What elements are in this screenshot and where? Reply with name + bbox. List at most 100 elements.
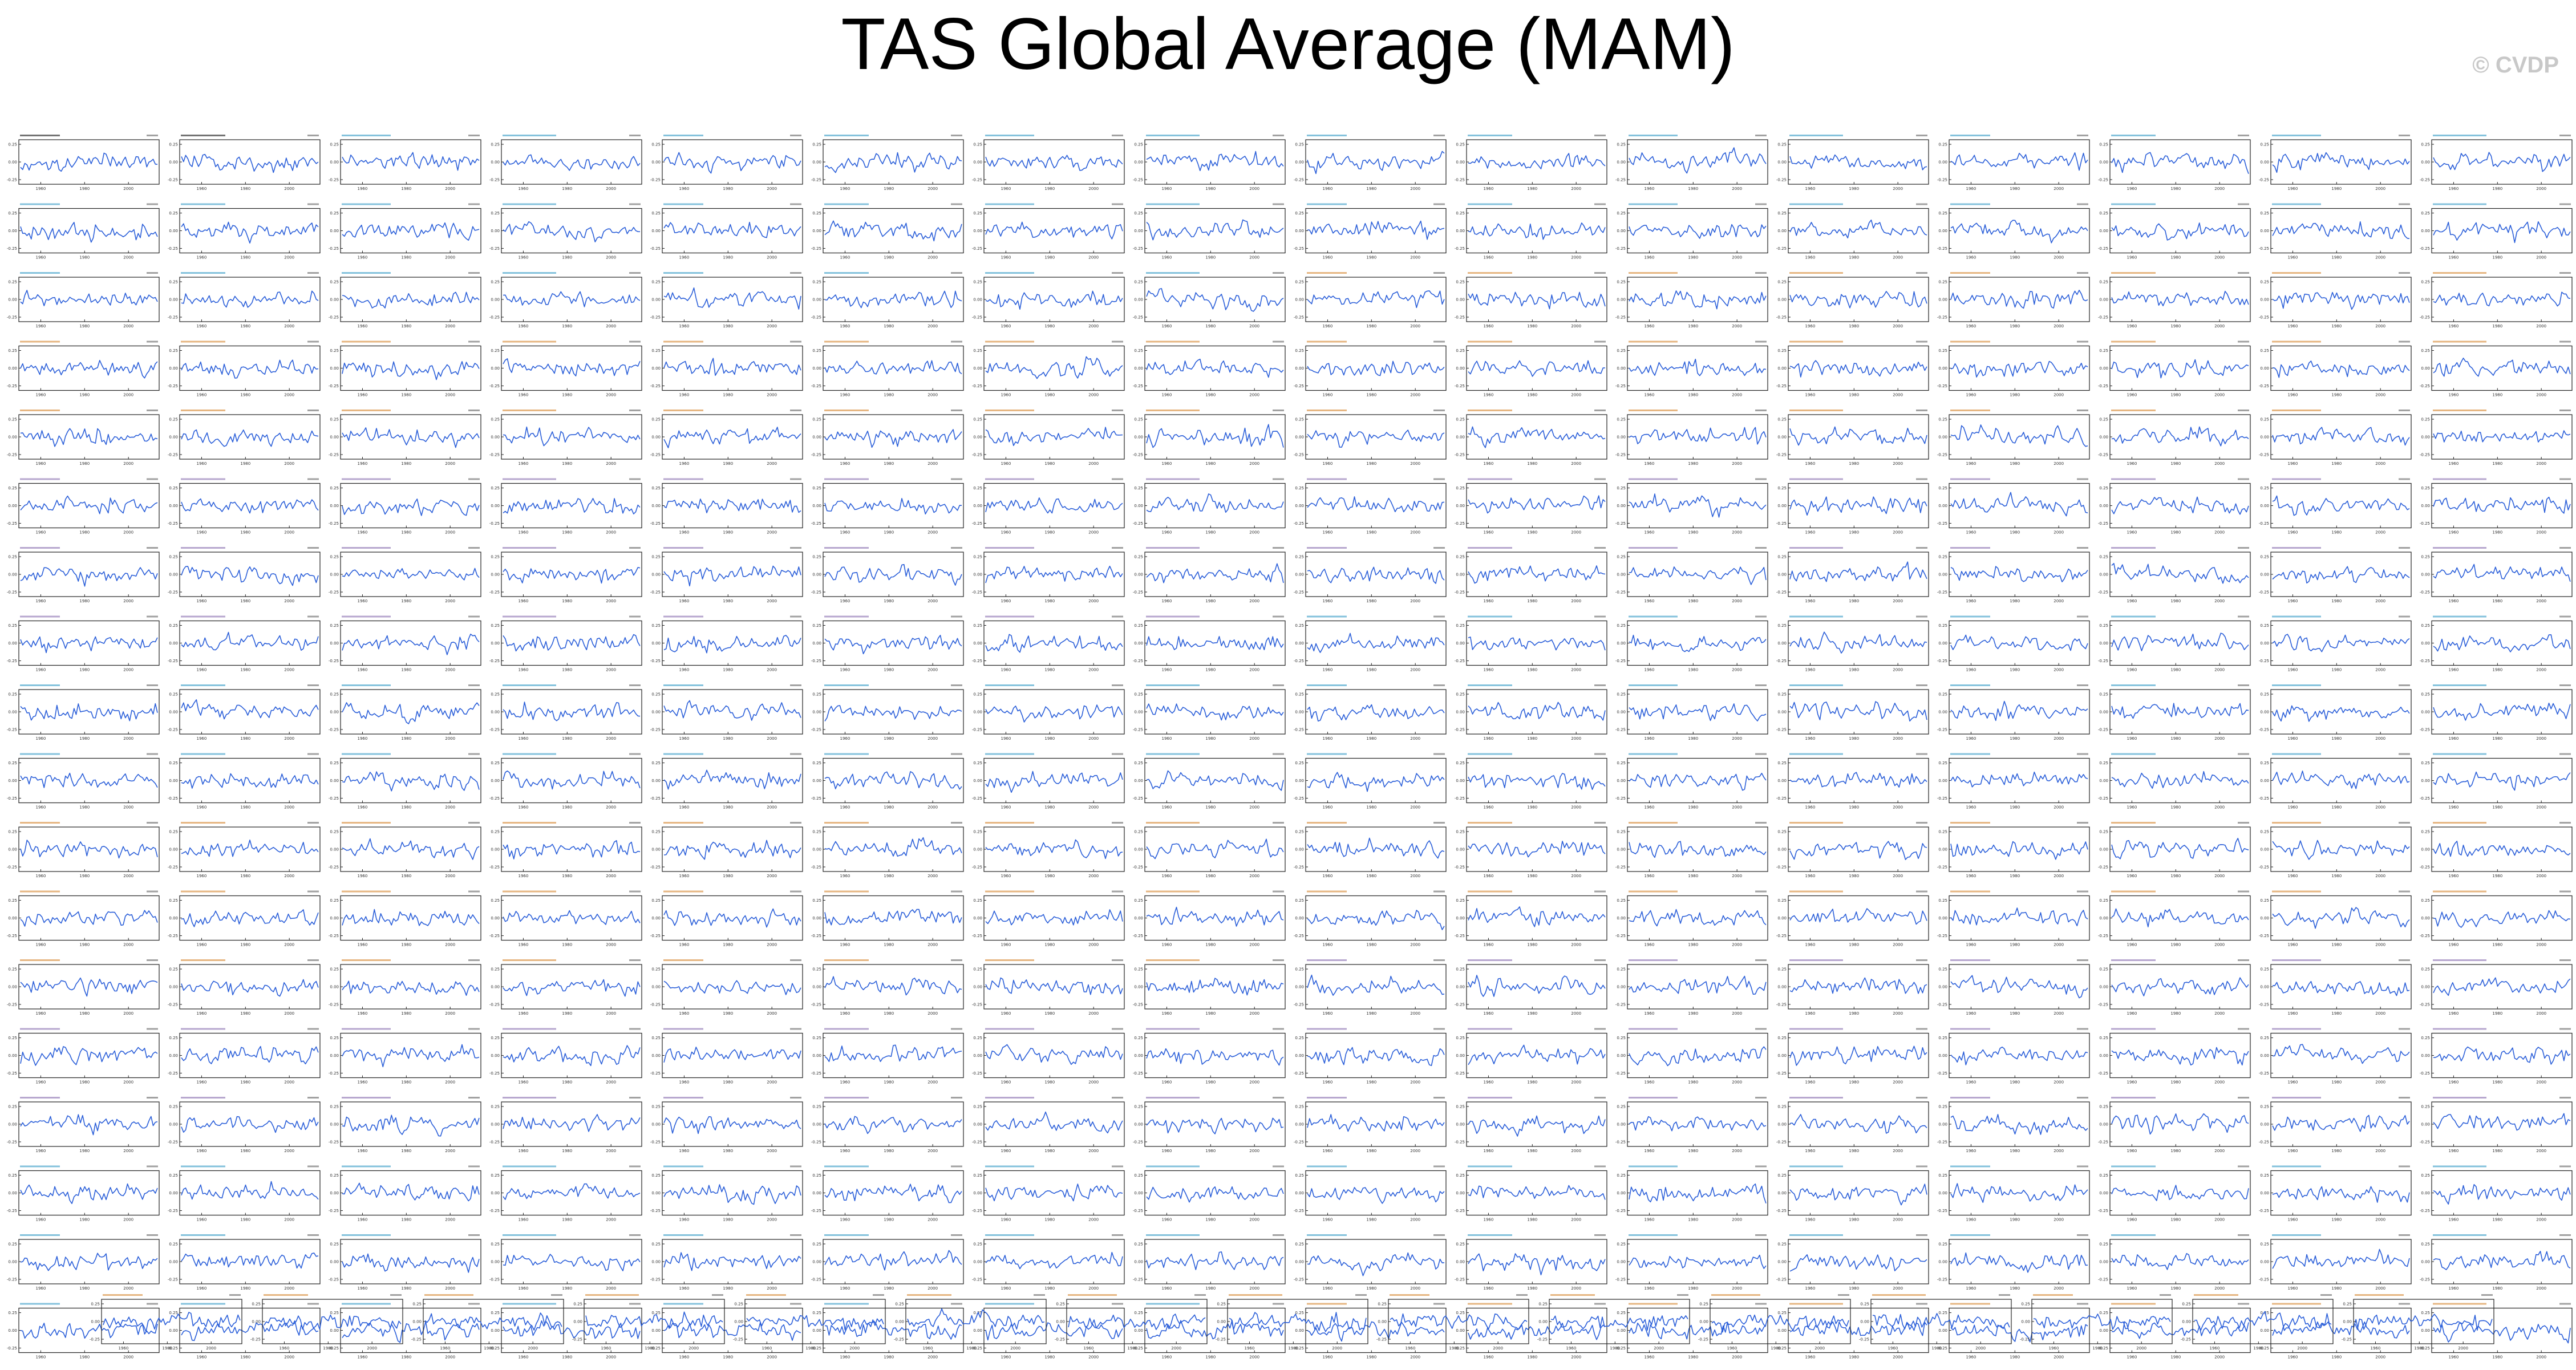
x-tick-label: 2000	[1088, 943, 1099, 947]
y-tick-label: 0.25	[1134, 1036, 1143, 1040]
x-tick-label: 1980	[79, 599, 90, 603]
x-tick-label: 2000	[767, 668, 777, 672]
x-tick-label: 2000	[123, 599, 133, 603]
y-tick-label: 0.25	[1777, 486, 1787, 491]
y-tick-label: 0.25	[1134, 1311, 1143, 1315]
y-tick-label: -0.25	[329, 728, 339, 732]
x-tick-label: 2000	[2375, 1218, 2385, 1222]
x-tick-label: 1960	[1484, 461, 1494, 466]
x-tick-label: 2000	[2536, 1218, 2546, 1222]
x-tick-label: 1980	[1044, 461, 1055, 466]
y-tick-label: -0.25	[1294, 1003, 1304, 1007]
x-tick-label: 1980	[1527, 736, 1537, 741]
y-tick-label: 0.00	[2421, 229, 2430, 233]
x-tick-label: 1960	[1645, 943, 1655, 947]
y-tick-label: -0.25	[2098, 453, 2108, 457]
panel-stat-mark	[1273, 135, 1284, 136]
series-line	[20, 567, 158, 587]
x-tick-label: 1980	[1205, 256, 1216, 260]
panel-frame	[1627, 1170, 1768, 1216]
y-tick-label: 0.25	[252, 1302, 261, 1307]
x-tick-label: 1980	[1688, 874, 1698, 878]
panel-stat-mark	[147, 1165, 158, 1168]
panel-title-mark	[503, 1165, 556, 1168]
series-line	[503, 1045, 641, 1067]
series-line	[2111, 1321, 2249, 1339]
y-tick-label: 0.25	[1295, 1036, 1304, 1040]
x-tick-label: 2000	[1410, 324, 1420, 329]
y-tick-label: 0.00	[1134, 229, 1143, 233]
y-tick-label: -0.25	[972, 1209, 982, 1213]
y-tick-label: -0.25	[972, 1140, 982, 1145]
panel-frame	[1466, 1170, 1607, 1216]
y-tick-label: 0.00	[252, 1320, 261, 1324]
panel-stat-mark	[1755, 1097, 1767, 1099]
x-tick-label: 2000	[1571, 805, 1581, 810]
panel-title-mark	[20, 959, 60, 961]
x-tick-label: 1960	[840, 1149, 850, 1153]
x-tick-label: 2000	[927, 668, 938, 672]
panel-frame	[1466, 139, 1607, 185]
y-tick-label: -0.25	[329, 453, 339, 457]
x-tick-label: 1980	[1688, 943, 1698, 947]
y-tick-label: 0.25	[169, 143, 178, 147]
panel-stat-mark	[1916, 135, 1927, 136]
panel-title-mark	[103, 1294, 143, 1296]
y-tick-label: 0.25	[491, 486, 500, 491]
panel-title-mark	[503, 410, 556, 411]
panel-title-mark	[1629, 959, 1678, 961]
x-tick-label: 1980	[1366, 530, 1376, 535]
panel-stat-mark	[1916, 1234, 1927, 1236]
x-tick-label: 1980	[1527, 805, 1537, 810]
panel-title-mark	[503, 135, 556, 136]
x-tick-label: 1960	[1805, 461, 1816, 466]
series-line	[1468, 426, 1606, 448]
y-tick-label: 0.00	[1777, 573, 1787, 577]
y-tick-label: 0.25	[1134, 486, 1143, 491]
panel-stat-mark	[1916, 959, 1927, 961]
y-tick-label: 0.00	[330, 573, 339, 577]
panel-title-mark	[20, 1165, 60, 1168]
y-tick-label: 0.25	[2421, 211, 2430, 216]
x-tick-label: 1980	[562, 324, 572, 329]
x-tick-label: 2000	[1571, 1149, 1581, 1153]
panel-stat-mark	[2559, 684, 2571, 686]
y-tick-label: 0.00	[8, 1191, 17, 1195]
x-tick-label: 1980	[562, 1149, 572, 1153]
series-line	[663, 908, 801, 928]
x-tick-label: 2000	[1088, 736, 1099, 741]
x-tick-label: 1960	[1966, 805, 1976, 810]
y-tick-label: 0.25	[812, 211, 821, 216]
panel-frame	[2431, 414, 2573, 460]
y-tick-label: 0.25	[1938, 418, 1947, 422]
y-tick-label: 0.00	[651, 985, 661, 990]
y-tick-label: 0.25	[812, 143, 821, 147]
x-tick-label: 2000	[1732, 1149, 1742, 1153]
y-tick-label: 0.00	[651, 504, 661, 508]
panel-title-mark	[663, 1165, 703, 1168]
x-tick-label: 2000	[284, 461, 294, 466]
panel-stat-mark	[1273, 890, 1284, 893]
x-tick-label: 1960	[519, 1149, 529, 1153]
y-tick-label: 0.00	[330, 366, 339, 371]
x-tick-label: 1980	[1849, 1355, 1859, 1360]
x-tick-label: 1960	[1162, 256, 1172, 260]
panel-title-mark	[1950, 410, 1990, 411]
y-tick-label: 0.00	[1777, 366, 1787, 371]
x-tick-label: 1980	[79, 805, 90, 810]
y-tick-label: 0.00	[651, 1191, 661, 1195]
x-tick-label: 1980	[1849, 256, 1859, 260]
panel-title-mark	[2111, 753, 2156, 755]
y-tick-label: 0.00	[812, 848, 821, 852]
panel-title-mark	[2272, 135, 2321, 136]
y-tick-label: -0.25	[2420, 1003, 2430, 1007]
y-tick-label: -0.25	[489, 1346, 500, 1351]
